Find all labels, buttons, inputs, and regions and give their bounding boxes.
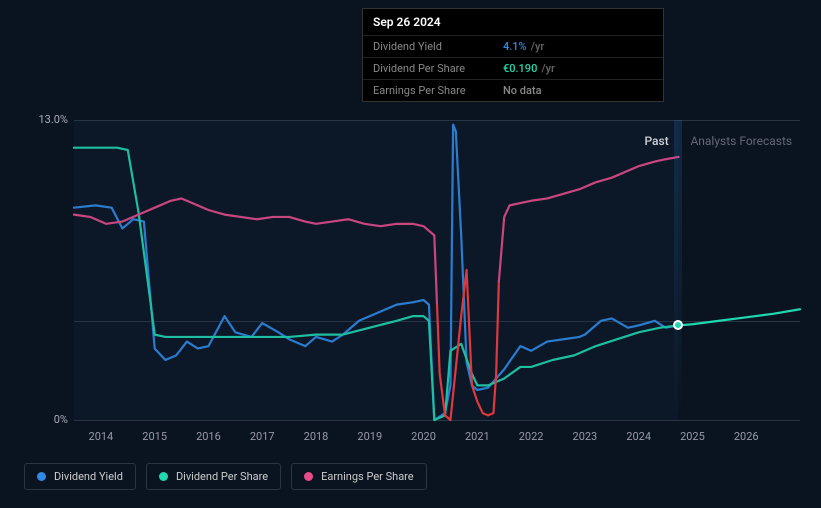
x-axis-tick: 2026: [734, 430, 759, 443]
x-axis-tick: 2019: [357, 430, 382, 443]
legend-label: Dividend Yield: [54, 470, 123, 483]
tooltip-metric-unit: /yr: [541, 62, 555, 75]
legend-label: Earnings Per Share: [321, 470, 414, 483]
past-region-shade: [74, 120, 678, 420]
current-date-marker: [674, 120, 682, 420]
legend-swatch: [37, 472, 46, 481]
tooltip-row: Dividend Per Share€0.190/yr: [363, 57, 663, 79]
legend-item[interactable]: Dividend Yield: [24, 463, 136, 490]
x-axis-tick: 2018: [304, 430, 329, 443]
tooltip-metric-label: Earnings Per Share: [373, 84, 503, 97]
legend-item[interactable]: Earnings Per Share: [291, 463, 427, 490]
x-axis-tick: 2021: [465, 430, 490, 443]
chart-legend: Dividend Yield Dividend Per Share Earnings…: [24, 463, 427, 490]
legend-swatch: [159, 472, 168, 481]
x-axis-tick: 2022: [519, 430, 544, 443]
legend-swatch: [304, 472, 313, 481]
x-axis-tick: 2017: [250, 430, 275, 443]
x-axis-tick: 2014: [89, 430, 114, 443]
legend-item[interactable]: Dividend Per Share: [146, 463, 281, 490]
tooltip-metric-unit: /yr: [531, 40, 545, 53]
x-axis-tick: 2015: [142, 430, 167, 443]
dividend-chart: 0%13.0% Past Analysts Forecasts 20142015…: [24, 120, 800, 440]
plot-area[interactable]: Past Analysts Forecasts: [74, 120, 800, 420]
y-axis-tick: 0%: [54, 413, 68, 426]
tooltip-date: Sep 26 2024: [363, 9, 663, 35]
x-axis-tick: 2023: [573, 430, 598, 443]
x-axis-tick: 2020: [411, 430, 436, 443]
highlight-dot: [673, 320, 683, 330]
tooltip-metric-label: Dividend Yield: [373, 40, 503, 53]
tooltip-row: Dividend Yield4.1%/yr: [363, 35, 663, 57]
tooltip-row: Earnings Per ShareNo data: [363, 79, 663, 101]
gridline: [74, 420, 800, 421]
chart-tooltip: Sep 26 2024 Dividend Yield4.1%/yrDividen…: [362, 8, 664, 102]
forecast-label: Analysts Forecasts: [690, 134, 792, 148]
tooltip-metric-value: 4.1%/yr: [503, 40, 544, 53]
tooltip-metric-value: No data: [503, 84, 546, 97]
legend-label: Dividend Per Share: [176, 470, 268, 483]
tooltip-metric-label: Dividend Per Share: [373, 62, 503, 75]
tooltip-metric-value: €0.190/yr: [503, 62, 555, 75]
x-axis-tick: 2016: [196, 430, 221, 443]
y-axis-tick: 13.0%: [38, 113, 68, 126]
x-axis-tick: 2025: [680, 430, 705, 443]
x-axis-tick: 2024: [626, 430, 651, 443]
